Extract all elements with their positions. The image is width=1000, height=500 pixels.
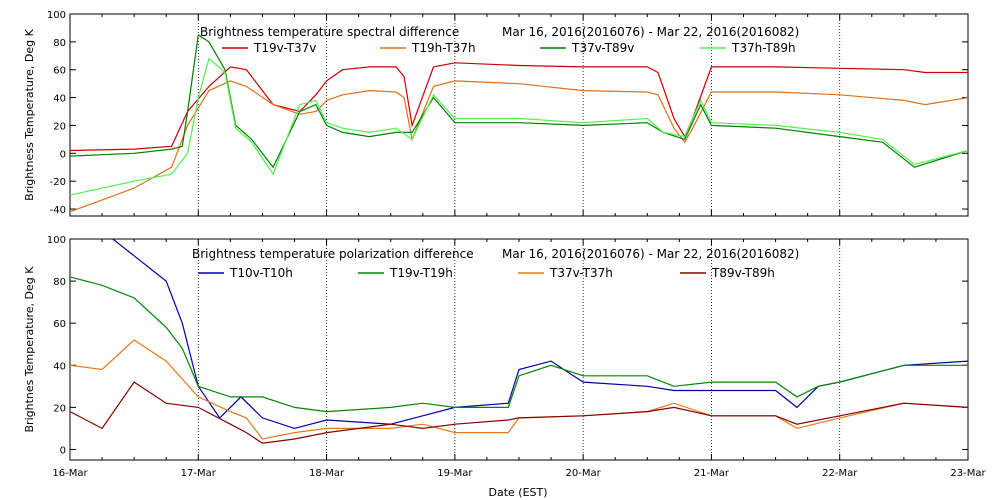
polarization-difference-panel: 0 20 40 60 80 100 16-Mar 17-Mar 18-Mar 19-Mar 20-M… — [23, 235, 986, 479]
x-tick-label: 18-Mar — [309, 468, 345, 479]
y-axis-title: Brightnes Temperature, Deg K — [23, 266, 36, 433]
legend-label-t10v-t10h: T10v-T10h — [229, 266, 293, 280]
y-tick-label: 100 — [47, 235, 66, 246]
y-tick-label: 20 — [53, 121, 66, 132]
legend-label-t19h-t37h: T19h-T37h — [411, 41, 476, 55]
x-tick-label: 20-Mar — [566, 468, 602, 479]
y-tick-label: 100 — [47, 10, 66, 21]
panel-date-range: Mar 16, 2016(2016076) - Mar 22, 2016(201… — [502, 247, 799, 261]
legend-label-t19v-t37v: T19v-T37v — [253, 41, 316, 55]
legend-label-t89v-t89h: T89v-T89h — [711, 266, 775, 280]
x-tick-label: 22-Mar — [822, 468, 858, 479]
series-line-t89v-t89h — [70, 381, 968, 444]
y-tick-label: 80 — [53, 38, 66, 49]
panel-date-range: Mar 16, 2016(2016076) - Mar 22, 2016(201… — [502, 25, 799, 39]
x-tick-label: 19-Mar — [437, 468, 473, 479]
series-line-t10v-t10h — [112, 239, 968, 430]
y-tick-label: 60 — [53, 66, 66, 77]
y-tick-label: 40 — [53, 361, 66, 372]
panel-title: Brightness temperature polarization diff… — [192, 247, 474, 261]
series-line-t19v-t37v — [70, 62, 968, 152]
x-axis-title: Date (EST) — [488, 486, 547, 499]
legend-label-t37v-t89v: T37v-T89v — [571, 41, 634, 55]
x-tick-label: 17-Mar — [181, 468, 217, 479]
x-tick-label: 21-Mar — [694, 468, 730, 479]
legend-label-t37v-t37h: T37v-T37h — [549, 266, 613, 280]
series-group — [70, 33, 968, 213]
series-line-t19v-t19h — [70, 276, 968, 413]
y-tick-label: -20 — [50, 177, 66, 188]
series-group — [70, 239, 968, 444]
x-tick-label: 16-Mar — [52, 468, 88, 479]
y-tick-label: 60 — [53, 319, 66, 330]
y-axis-title: Brightness Temperature, Deg K — [23, 28, 36, 200]
y-tick-label: 80 — [53, 277, 66, 288]
spectral-difference-panel: -40 -20 0 20 40 60 80 100 Brightness Temperature… — [23, 10, 969, 217]
series-line-t37h-t89h — [70, 57, 968, 196]
y-tick-label: 40 — [53, 94, 66, 105]
legend-label-t37h-t89h: T37h-T89h — [731, 41, 796, 55]
y-tick-label: -40 — [50, 205, 66, 216]
x-tick-label: 23-Mar — [950, 468, 986, 479]
series-line-t37v-t89v — [70, 33, 968, 169]
y-tick-label: 20 — [53, 403, 66, 414]
y-tick-label: 0 — [60, 149, 66, 160]
legend-label-t19v-t19h: T19v-T19h — [389, 266, 453, 280]
y-tick-label: 0 — [60, 445, 66, 456]
panel-title: Brightness temperature spectral differen… — [200, 25, 459, 39]
series-line-t37v-t37h — [70, 339, 968, 440]
